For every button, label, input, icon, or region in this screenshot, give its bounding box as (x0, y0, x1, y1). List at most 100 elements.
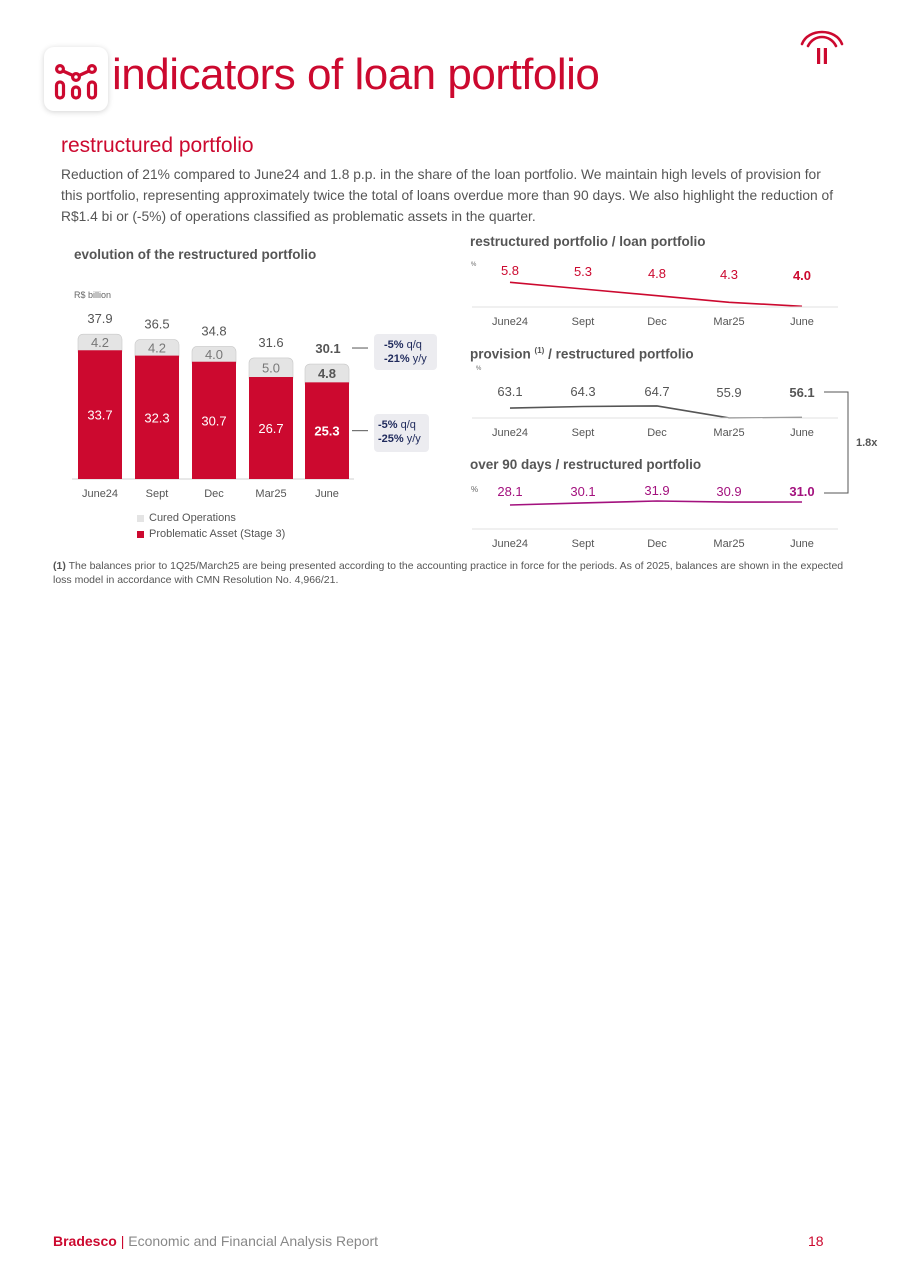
tick-label: Mar25 (713, 538, 744, 550)
bar-chart-title: evolution of the restructured portfolio (74, 247, 317, 262)
tick-label: June24 (492, 316, 528, 328)
footer-report-name: Economic and Financial Analysis Report (128, 1233, 379, 1249)
series-line (509, 405, 803, 419)
data-label: 64.3 (570, 384, 595, 399)
chart-nodes-icon (54, 64, 98, 100)
data-label: 5.3 (574, 264, 592, 279)
legend-swatch-cured (137, 514, 144, 522)
bar-label-cured: 4.0 (205, 347, 223, 362)
total-change-badge: -5% q/q -21% y/y (374, 334, 437, 370)
bradesco-logo-icon (800, 30, 844, 64)
page-number: 18 (808, 1233, 824, 1249)
problematic-y-value: -25% (378, 433, 404, 445)
data-label: 4.0 (793, 268, 811, 283)
series-line (509, 281, 803, 308)
tick-label: Mar25 (713, 427, 744, 439)
footnote-marker: (1) (53, 560, 66, 572)
data-label: 4.8 (648, 266, 666, 281)
data-label: 55.9 (716, 385, 741, 400)
bar-problematic (249, 377, 293, 479)
tick-label: Sept (572, 316, 595, 328)
data-label: 56.1 (789, 385, 814, 400)
bar-label-total: 34.8 (201, 323, 226, 338)
tick-label: June (790, 316, 814, 328)
line-chart-1-title: restructured portfolio / loan portfolio (470, 234, 706, 249)
data-label: 5.8 (501, 263, 519, 278)
total-q-value: -5% (384, 339, 404, 351)
tick-label: June (790, 427, 814, 439)
tick-label: June (790, 538, 814, 550)
bar-label-problematic: 32.3 (144, 410, 169, 425)
bar-chart-unit: R$ billion (74, 290, 112, 300)
bar-chart: 4.2 33.7 37.9 June24 4.2 32.3 36.5 Sept 4.0 30.7 3… (72, 311, 368, 500)
line-chart-3: 28.1 June24 30.1 Sept 31.9 Dec 30.9 Mar25 31.0 Ju… (472, 483, 838, 550)
line-chart-3-unit: % (471, 485, 479, 494)
tick-label: June24 (492, 538, 528, 550)
legend-label-problematic: Problematic Asset (Stage 3) (149, 528, 286, 540)
bar-tick-label: Mar25 (255, 488, 286, 500)
total-q-unit: q/q (406, 339, 422, 351)
footer-separator: | (120, 1233, 125, 1249)
ratio-bracket (824, 391, 849, 494)
tick-label: Dec (647, 316, 667, 328)
ratio-multiplier: 1.8x (856, 437, 878, 449)
line-chart-2-title-main: provision (470, 346, 531, 362)
footer-brand-name: Bradesco (53, 1233, 117, 1249)
bar-problematic (135, 355, 179, 479)
tick-label: Dec (647, 427, 667, 439)
bar-tick-label: Sept (146, 488, 169, 500)
tick-label: June24 (492, 427, 528, 439)
problematic-q-unit: q/q (400, 419, 416, 431)
problematic-change-badge: -5% q/q -25% y/y (374, 414, 429, 452)
section-title: restructured portfolio (61, 134, 254, 157)
data-label: 31.9 (644, 483, 669, 498)
bar-problematic (78, 350, 122, 479)
bar-label-cured: 4.2 (148, 341, 166, 356)
page-title: indicators of loan portfolio (112, 50, 600, 99)
bar-chart-legend: Cured Operations Problematic Asset (Stag… (137, 510, 285, 542)
bar-label-cured: 5.0 (262, 360, 280, 375)
bar-label-problematic: 26.7 (258, 421, 283, 436)
problematic-y-unit: y/y (406, 433, 421, 445)
line-chart-1-unit: % (471, 262, 477, 268)
bar-problematic (305, 382, 349, 479)
line-chart-3-title: over 90 days / restructured portfolio (470, 457, 702, 472)
data-label: 63.1 (497, 384, 522, 399)
footnote-text: The balances prior to 1Q25/March25 are b… (53, 560, 844, 586)
line-chart-2-unit: % (476, 366, 482, 372)
bar-label-problematic: 25.3 (314, 424, 339, 439)
series-line (509, 500, 803, 506)
line-chart-2-title-rest: / restructured portfolio (548, 346, 694, 362)
total-y-value: -21% (384, 353, 410, 365)
line-chart-2-title-note: (1) (534, 346, 545, 355)
bar-tick-label: June (315, 488, 339, 500)
bar-label-problematic: 33.7 (87, 408, 112, 423)
data-label: 4.3 (720, 267, 738, 282)
legend-label-cured: Cured Operations (149, 512, 236, 524)
line-chart-2-title: provision (1) / restructured portfolio (470, 346, 694, 362)
bar-tick-label: June24 (82, 488, 118, 500)
data-label: 28.1 (497, 484, 522, 499)
data-label: 30.9 (716, 484, 741, 499)
footer-brand: Bradesco | Economic and Financial Analys… (53, 1233, 378, 1249)
bar-label-total: 37.9 (87, 311, 112, 326)
data-label: 30.1 (570, 484, 595, 499)
line-chart-2: 63.1 June24 64.3 Sept 64.7 Dec 55.9 Mar25 56.1 Ju… (472, 384, 838, 439)
total-y-unit: y/y (412, 353, 427, 365)
intro-paragraph: Reduction of 21% compared to June24 and … (61, 167, 834, 224)
bar-label-total: 31.6 (258, 335, 283, 350)
tick-label: Sept (572, 427, 595, 439)
data-label: 31.0 (789, 484, 814, 499)
tick-label: Dec (647, 538, 667, 550)
bar-problematic (192, 361, 236, 479)
data-label: 64.7 (644, 384, 669, 399)
legend-item-cured: Cured Operations (137, 510, 285, 526)
tick-label: Sept (572, 538, 595, 550)
bar-label-cured: 4.2 (91, 335, 109, 350)
legend-item-problematic: Problematic Asset (Stage 3) (137, 526, 285, 542)
problematic-q-value: -5% (378, 419, 398, 431)
bar-tick-label: Dec (204, 488, 224, 500)
bar-label-problematic: 30.7 (201, 413, 226, 428)
bar-label-total: 36.5 (144, 317, 169, 332)
header-icon-tile (44, 47, 108, 111)
